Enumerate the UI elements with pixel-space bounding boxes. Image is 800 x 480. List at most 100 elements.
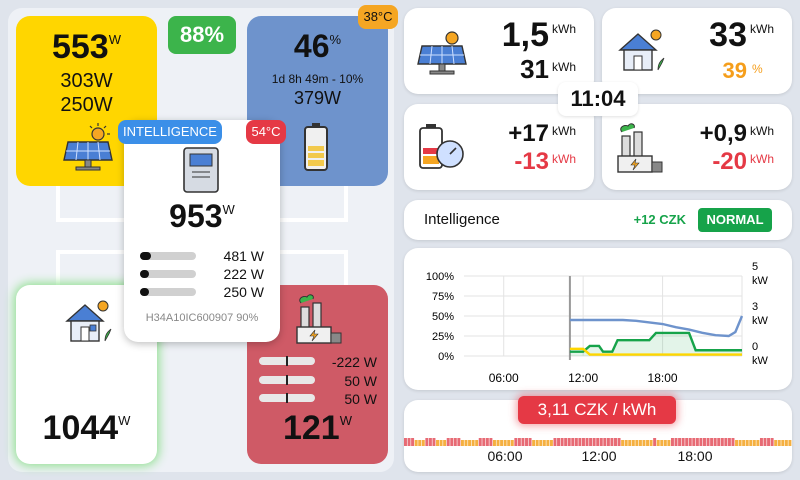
chart-series-line <box>569 347 742 356</box>
grid-phase3-bar <box>259 393 315 403</box>
price-bar <box>432 438 436 446</box>
intelligence-bar[interactable]: Intelligence +12 CZK NORMAL <box>404 200 792 240</box>
grid-stats-card[interactable]: +0,9 kWh -20 kWh <box>602 104 792 190</box>
inverter-power: 953W <box>169 198 235 234</box>
price-bar <box>421 440 425 446</box>
grid-import: +0,9 <box>699 120 747 147</box>
price-bar <box>777 440 781 446</box>
price-bar <box>492 440 496 446</box>
chart-series-line <box>569 315 744 338</box>
solar-string1: 303W <box>60 70 113 92</box>
house-icon <box>618 29 665 71</box>
home-stats-card[interactable]: 33 kWh 39 % <box>602 8 792 94</box>
price-bar <box>603 438 607 446</box>
grid-power: 121W <box>282 409 352 447</box>
inverter-phase3-bar <box>140 288 196 296</box>
grid-phase2-bar <box>259 375 315 385</box>
price-bar <box>752 440 756 446</box>
price-bar <box>695 438 699 446</box>
energy-chart: 100% 75% 50% 25% 0% 06:00 12:00 18:00 5 kW 3 kW 0 kW <box>426 261 769 385</box>
price-bar <box>731 438 735 446</box>
chart-x-tick: 06:00 <box>489 371 519 385</box>
price-bar <box>525 438 528 446</box>
price-bar <box>542 440 546 446</box>
price-bar <box>443 440 447 446</box>
chart-x-tick: 18:00 <box>648 371 678 385</box>
price-bar <box>599 438 603 446</box>
price-bar <box>717 438 721 446</box>
price-bar <box>742 440 746 446</box>
chart-y-left-tick: 25% <box>432 331 454 343</box>
price-bar <box>738 440 742 446</box>
flow-line <box>56 250 126 254</box>
price-bar <box>638 440 642 446</box>
price-bar <box>617 438 621 446</box>
price-bar <box>720 438 724 446</box>
chart-y-left-tick: 100% <box>426 271 454 283</box>
solar-panel-icon <box>63 123 113 171</box>
price-bar <box>535 440 539 446</box>
price-bar <box>710 438 714 446</box>
solar-sub: 31 <box>520 54 549 84</box>
price-bar <box>404 438 407 446</box>
price-bar <box>549 440 553 446</box>
price-bar <box>564 438 568 446</box>
price-bar <box>414 440 418 446</box>
price-bar <box>546 440 550 446</box>
price-bar <box>788 440 792 446</box>
price-bar <box>649 440 653 446</box>
battery-temp-badge: 38°C <box>358 5 398 29</box>
intelligence-mode-badge[interactable]: NORMAL <box>698 208 772 232</box>
price-bar <box>411 438 415 446</box>
price-bar <box>685 438 689 446</box>
price-bars <box>404 438 792 446</box>
price-bar <box>574 438 578 446</box>
chart-x-tick: 12:00 <box>568 371 598 385</box>
battery-gauge-icon <box>419 124 464 169</box>
price-bar <box>678 438 682 446</box>
price-bar <box>482 438 486 446</box>
battery-card[interactable]: 46% 1d 8h 49m - 10% 379W <box>247 16 388 186</box>
price-bar <box>560 438 564 446</box>
price-bar <box>727 438 731 446</box>
price-bar <box>460 440 464 446</box>
price-bar <box>567 438 571 446</box>
price-bar <box>439 440 443 446</box>
battery-discharge: -13 <box>514 148 549 175</box>
home-percent: 39 <box>722 58 747 83</box>
price-bar <box>706 438 710 446</box>
chart-y-right-tick: 0 <box>752 341 758 353</box>
chart-y-left-tick: 50% <box>432 311 454 323</box>
price-tick: 06:00 <box>487 448 523 464</box>
chart-y-left-tick: 75% <box>432 291 454 303</box>
price-bar <box>503 440 507 446</box>
price-bar <box>660 440 664 446</box>
price-bar <box>592 438 596 446</box>
price-bar <box>585 438 589 446</box>
price-bar <box>784 440 788 446</box>
inverter-card[interactable]: 953W 481 W 222 W 250 W H34A10IC600907 90… <box>124 120 280 342</box>
power-plant-icon <box>617 123 663 173</box>
battery-soc: 46% <box>293 28 342 64</box>
solar-panel-icon <box>417 31 467 75</box>
solar-today: 1,5 <box>501 16 549 54</box>
price-bar <box>767 438 771 446</box>
solar-card[interactable]: 553W 303W 250W <box>16 16 157 186</box>
price-bar <box>507 440 511 446</box>
price-bar <box>745 440 749 446</box>
price-bar <box>667 440 671 446</box>
grid-export-unit: kWh <box>750 152 774 166</box>
price-bar <box>581 438 585 446</box>
chart-card: 100% 75% 50% 25% 0% 06:00 12:00 18:00 5 kW 3 kW 0 kW <box>404 248 792 390</box>
chart-y-right-tick: 5 <box>752 261 758 273</box>
solar-power: 553W <box>51 28 121 66</box>
battery-icon <box>304 123 328 171</box>
price-bar <box>749 440 753 446</box>
price-bar <box>759 438 763 446</box>
price-bar <box>418 440 422 446</box>
intelligence-savings: +12 CZK <box>633 212 686 227</box>
battery-stats-card[interactable]: +17 kWh -13 kWh <box>404 104 594 190</box>
solar-stats-card[interactable]: 1,5 kWh 31 kWh <box>404 8 594 94</box>
chart-y-left-tick: 0% <box>438 351 454 363</box>
price-bar <box>478 438 482 446</box>
